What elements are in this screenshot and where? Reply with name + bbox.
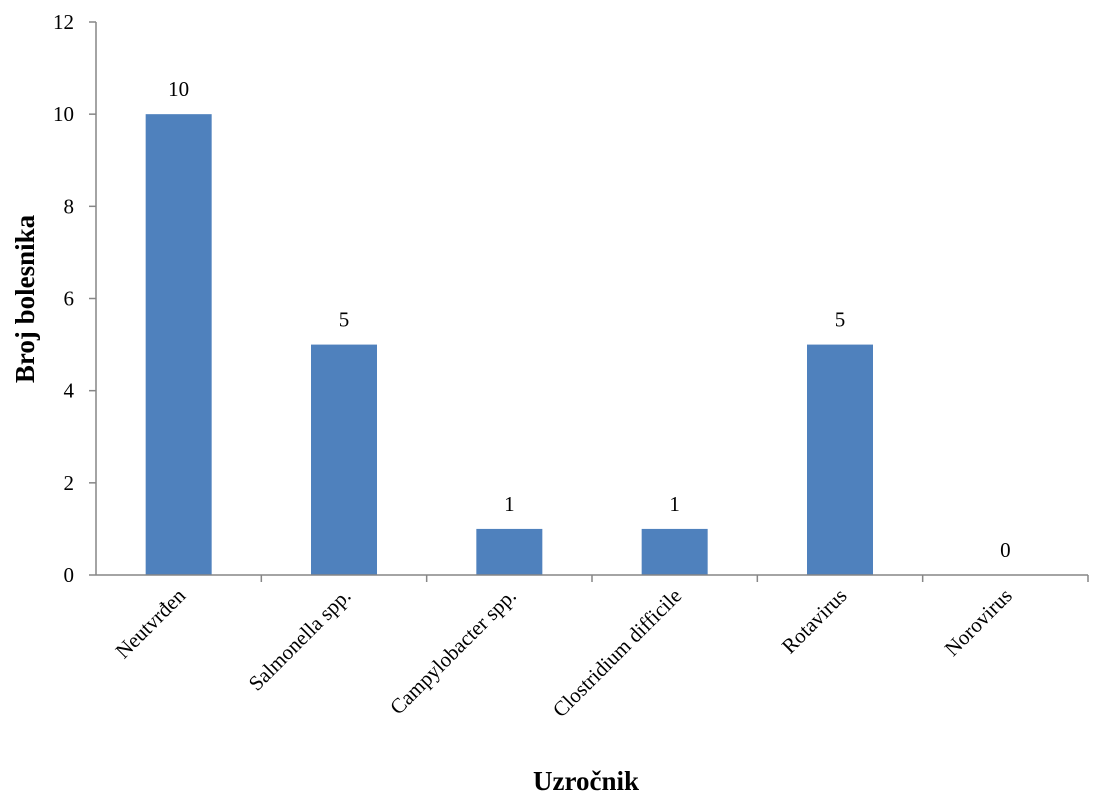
bar <box>807 344 873 575</box>
y-tick-label: 4 <box>64 379 75 403</box>
bar <box>641 528 708 575</box>
data-label: 1 <box>669 492 680 516</box>
y-tick-label: 0 <box>64 563 75 587</box>
y-tick-label: 12 <box>53 10 74 34</box>
data-label: 5 <box>835 308 846 332</box>
bar <box>311 344 377 575</box>
y-axis-title: Broj bolesnika <box>10 214 40 383</box>
y-tick-label: 6 <box>64 287 75 311</box>
bar <box>476 528 543 575</box>
data-label: 10 <box>168 77 189 101</box>
data-label: 5 <box>339 308 350 332</box>
x-category-label: Neutvrđen <box>111 583 191 663</box>
x-category-label: Norovirus <box>940 584 1017 661</box>
x-category-label: Clostridium difficile <box>548 584 686 722</box>
bars-group <box>145 114 873 576</box>
x-category-label: Campylobacter spp. <box>385 584 521 720</box>
y-ticks-group: 0 2 4 6 8 10 12 <box>53 10 96 587</box>
x-category-label: Rotavirus <box>777 584 852 659</box>
data-label: 0 <box>1000 538 1011 562</box>
x-category-label: Salmonella spp. <box>244 584 356 696</box>
y-tick-label: 2 <box>64 471 75 495</box>
axes-group <box>95 22 1088 576</box>
data-label: 1 <box>504 492 515 516</box>
data-labels-group: 10 5 1 1 5 0 <box>168 77 1010 562</box>
bar <box>145 114 212 576</box>
x-ticks-group: Neutvrđen Salmonella spp. Campylobacter sp… <box>111 575 1089 722</box>
y-tick-label: 8 <box>64 194 75 218</box>
y-tick-label: 10 <box>53 102 74 126</box>
x-axis-title: Uzročnik <box>533 766 639 796</box>
